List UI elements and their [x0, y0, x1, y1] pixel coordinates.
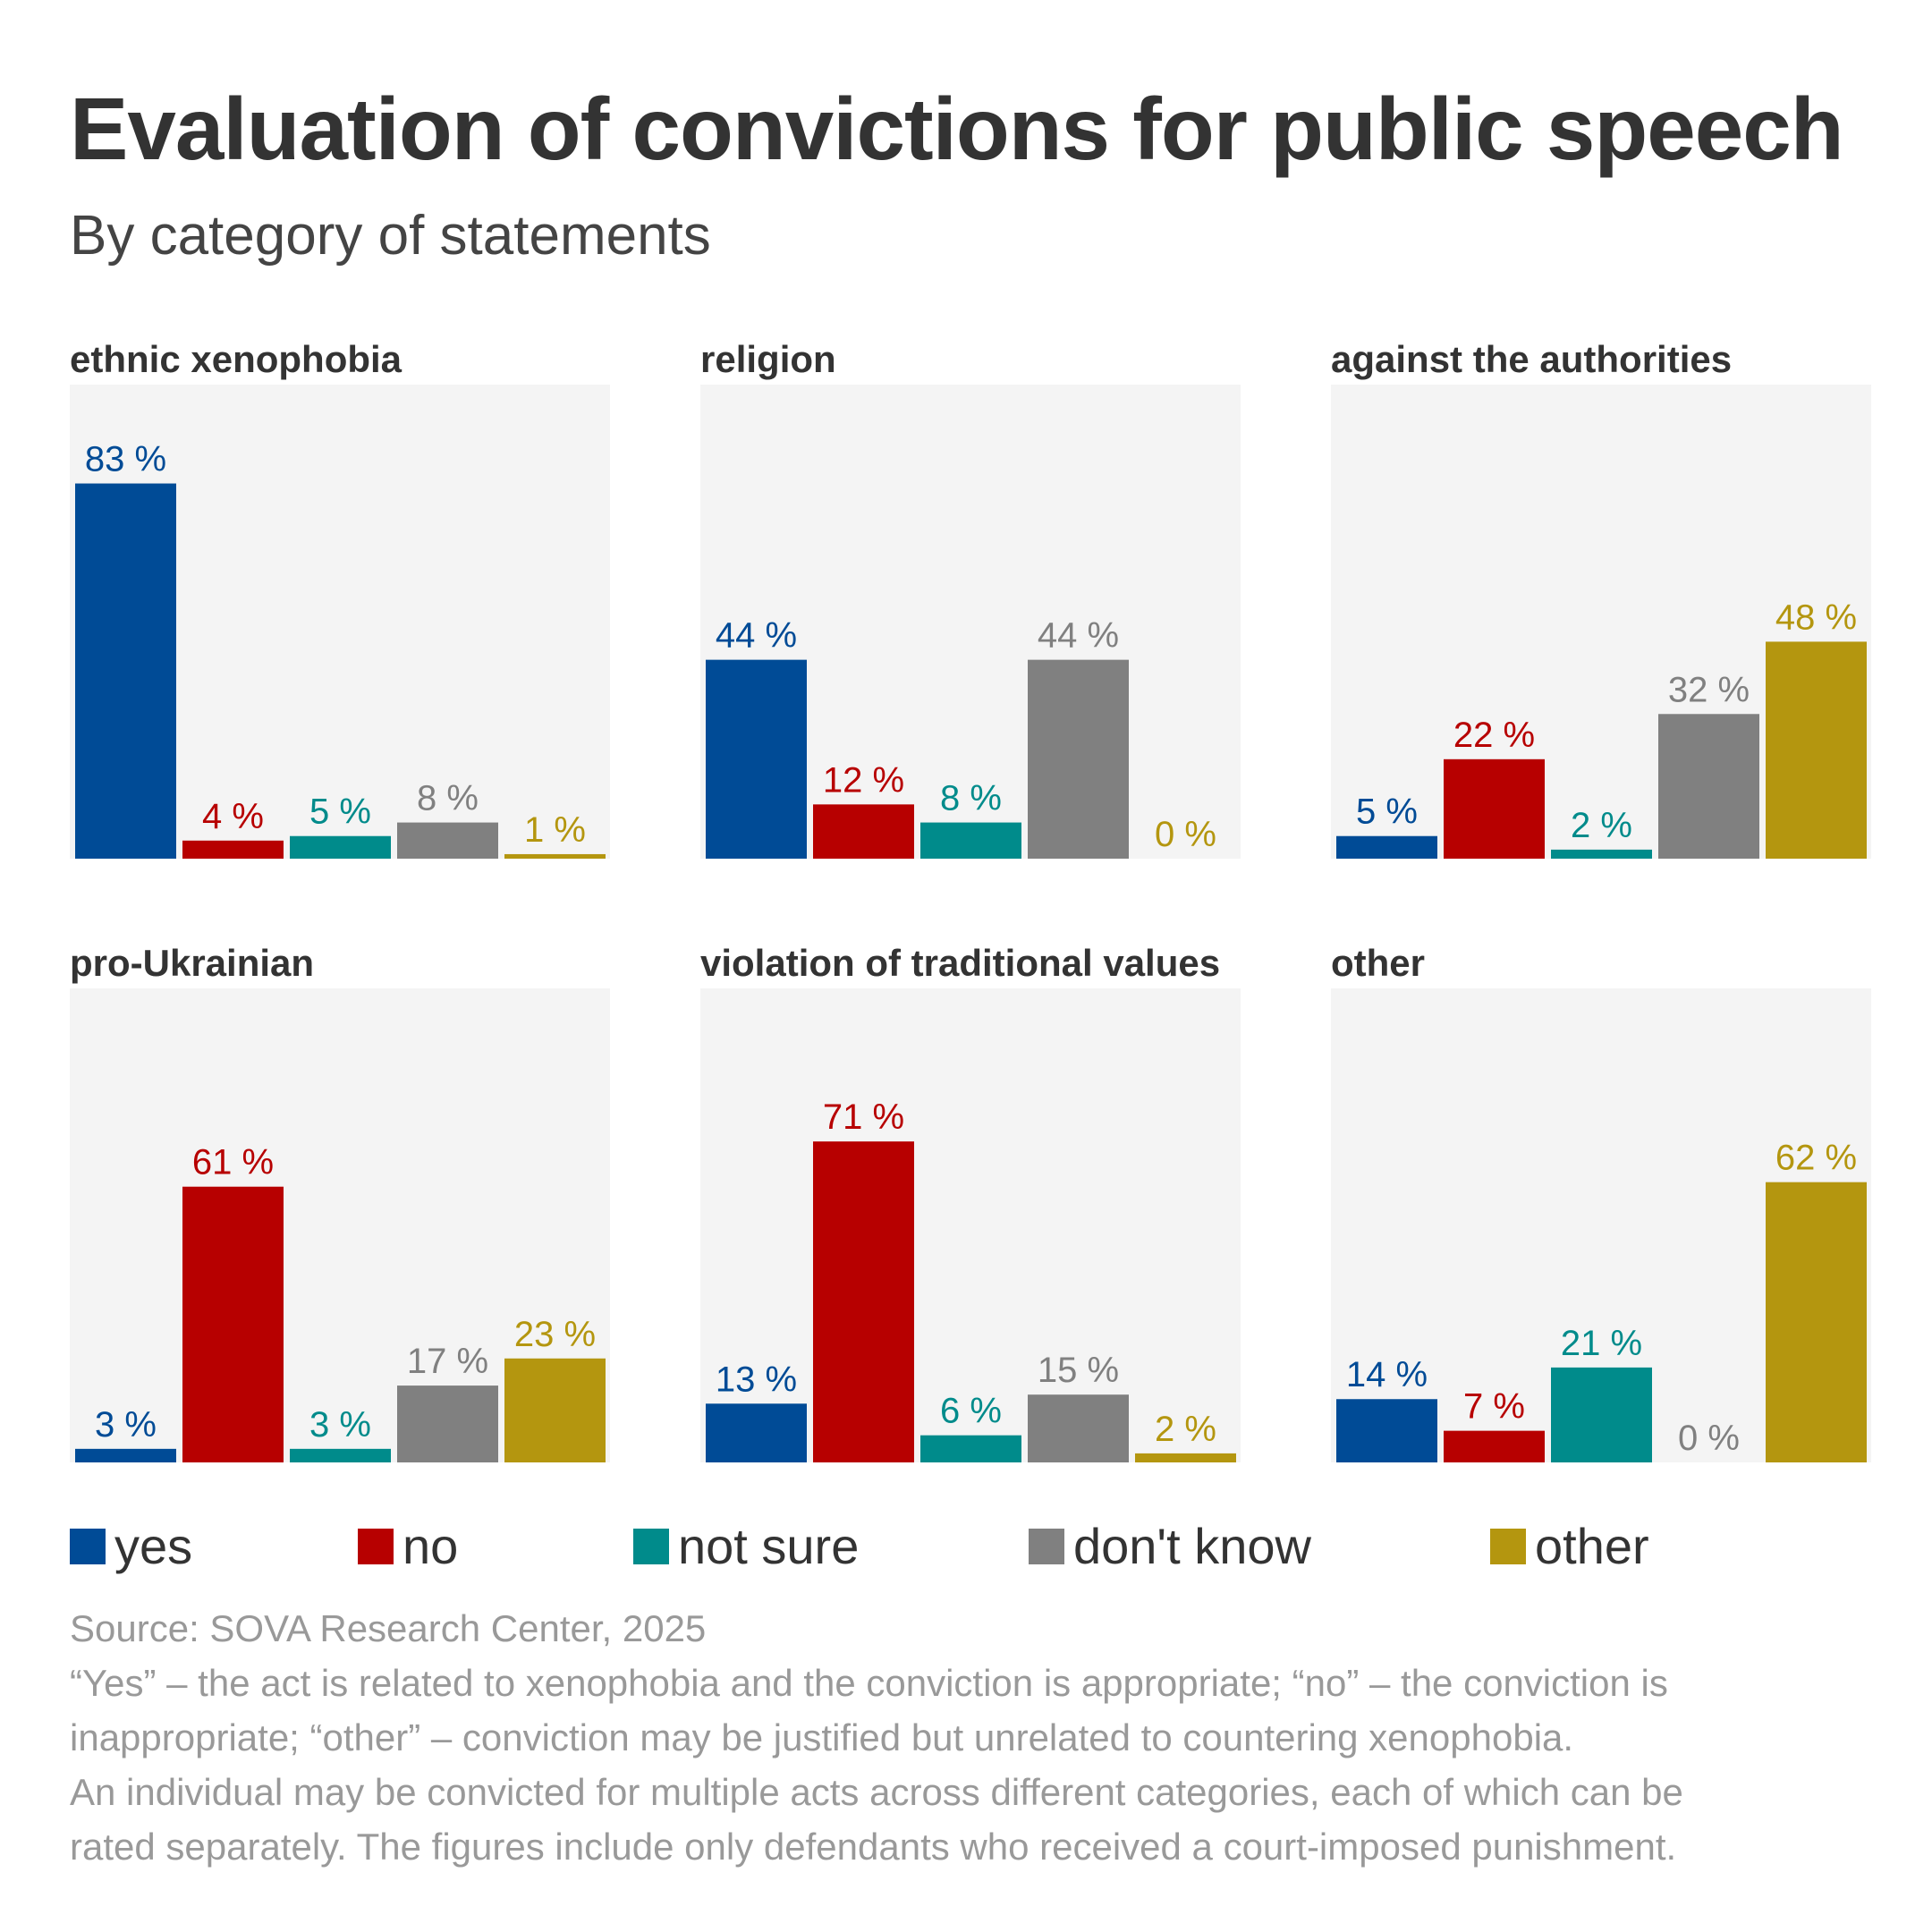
data-label-not-sure: 6 % [940, 1392, 1002, 1431]
panel-title: ethnic xenophobia [70, 338, 402, 380]
data-label-don-t-know: 15 % [1038, 1351, 1119, 1390]
bar-chart-violation-of-traditional-values: 13 % 71 % 6 % 15 % 2 % [700, 988, 1241, 1462]
data-label-don-t-know: 32 % [1668, 670, 1750, 709]
data-label-no: 12 % [823, 760, 904, 800]
bar-yes [706, 659, 807, 859]
data-label-no: 71 % [823, 1097, 904, 1137]
legend-swatch-yes [70, 1528, 106, 1564]
data-label-yes: 14 % [1346, 1355, 1428, 1394]
legend-swatch-no [358, 1528, 394, 1564]
data-label-don-t-know: 17 % [407, 1342, 488, 1381]
bar-other [504, 1358, 606, 1462]
data-label-other: 1 % [524, 810, 586, 850]
data-label-don-t-know: 0 % [1678, 1419, 1740, 1458]
bar-no [1444, 758, 1545, 859]
data-label-no: 4 % [202, 797, 264, 836]
bar-not-sure [290, 1448, 391, 1462]
bar-yes [75, 1448, 176, 1462]
chart-subtitle: By category of statements [70, 205, 711, 267]
data-label-yes: 83 % [85, 440, 166, 479]
legend-item-dont-know: don't know [1029, 1517, 1311, 1575]
bar-not-sure [920, 1435, 1021, 1462]
bar-chart-other: 14 % 7 % 21 % 0 % 62 % [1331, 988, 1871, 1462]
data-label-other: 23 % [514, 1315, 596, 1354]
bar-chart-ethnic-xenophobia: 83 % 4 % 5 % 8 % 1 % [70, 385, 610, 859]
legend-item-other: other [1490, 1517, 1649, 1575]
data-label-other: 48 % [1775, 597, 1857, 637]
bar-other [1135, 1453, 1236, 1462]
bar-other [1766, 641, 1867, 859]
legend-label: don't know [1073, 1518, 1311, 1574]
bar-no [182, 840, 284, 859]
bar-don-t-know [1028, 1394, 1129, 1462]
legend-label: yes [114, 1518, 193, 1574]
data-label-other: 2 % [1155, 1410, 1216, 1449]
bar-yes [75, 483, 176, 859]
legend-label: other [1535, 1518, 1649, 1574]
bar-not-sure [290, 835, 391, 859]
legend-item-yes: yes [70, 1517, 192, 1575]
data-label-don-t-know: 44 % [1038, 616, 1119, 656]
legend-swatch-other [1490, 1528, 1526, 1564]
chart-title: Evaluation of convictions for public spe… [70, 80, 1844, 178]
legend-swatch-dont-know [1029, 1528, 1064, 1564]
data-label-no: 61 % [192, 1143, 274, 1182]
bar-other [504, 853, 606, 859]
bar-no [1444, 1430, 1545, 1462]
data-label-not-sure: 21 % [1561, 1324, 1642, 1363]
bar-no [813, 804, 914, 859]
footnote-line: inappropriate; “other” – conviction may … [70, 1716, 1574, 1758]
data-label-yes: 13 % [716, 1360, 797, 1399]
panel-title: other [1331, 942, 1425, 984]
data-label-not-sure: 3 % [309, 1405, 371, 1445]
bar-yes [706, 1403, 807, 1462]
footnote-line: rated separately. The figures include on… [70, 1826, 1677, 1868]
data-label-not-sure: 8 % [940, 779, 1002, 818]
bar-don-t-know [1028, 659, 1129, 859]
data-label-don-t-know: 8 % [417, 779, 479, 818]
bar-don-t-know [1658, 714, 1759, 859]
bar-chart-against-the-authorities: 5 % 22 % 2 % 32 % 48 % [1331, 385, 1871, 859]
data-label-other: 62 % [1775, 1139, 1857, 1178]
bar-chart-pro-ukrainian: 3 % 61 % 3 % 17 % 23 % [70, 988, 610, 1462]
bar-no [182, 1186, 284, 1462]
panel-title: pro-Ukrainian [70, 942, 315, 984]
footnote-line: “Yes” – the act is related to xenophobia… [70, 1662, 1668, 1704]
legend-item-not-sure: not sure [633, 1517, 859, 1575]
bar-not-sure [1551, 1367, 1652, 1462]
data-label-no: 7 % [1463, 1387, 1525, 1427]
source-note: Source: SOVA Research Center, 2025 [70, 1607, 707, 1649]
legend-label: not sure [678, 1518, 860, 1574]
footnote-line: An individual may be convicted for multi… [70, 1771, 1683, 1813]
data-label-other: 0 % [1155, 815, 1216, 854]
data-label-not-sure: 5 % [309, 792, 371, 832]
bar-no [813, 1141, 914, 1462]
legend-label: no [402, 1518, 459, 1574]
bar-other [1766, 1182, 1867, 1462]
legend-swatch-not-sure [633, 1528, 669, 1564]
data-label-no: 22 % [1453, 716, 1535, 755]
data-label-not-sure: 2 % [1571, 806, 1632, 845]
panel-title: religion [700, 338, 836, 380]
panel-title: violation of traditional values [700, 942, 1221, 984]
bar-not-sure [1551, 849, 1652, 859]
bar-yes [1336, 835, 1437, 859]
data-label-yes: 5 % [1356, 792, 1418, 832]
bar-don-t-know [397, 822, 498, 859]
bar-not-sure [920, 822, 1021, 859]
data-label-yes: 3 % [95, 1405, 157, 1445]
legend-item-no: no [358, 1517, 458, 1575]
footer: Source: SOVA Research Center, 2025 “Yes”… [70, 1601, 1877, 1874]
panel-title: against the authorities [1331, 338, 1733, 380]
bar-don-t-know [397, 1385, 498, 1462]
bar-yes [1336, 1399, 1437, 1462]
plot-background [700, 988, 1241, 1462]
data-label-yes: 44 % [716, 616, 797, 656]
legend: yes no not sure don't know other [70, 1517, 1912, 1581]
bar-chart-religion: 44 % 12 % 8 % 44 % 0 % [700, 385, 1241, 859]
